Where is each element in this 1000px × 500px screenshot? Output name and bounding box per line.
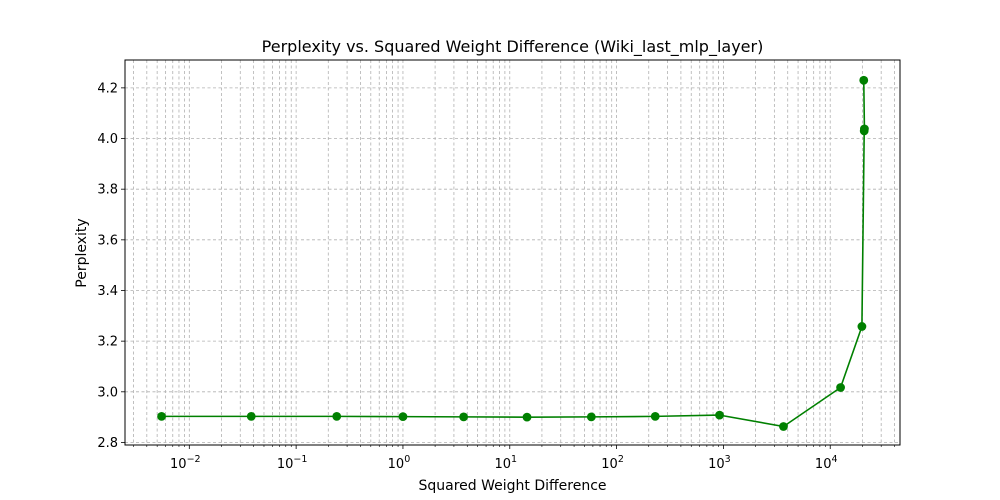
data-point: [157, 411, 166, 421]
chart-title: Perplexity vs. Squared Weight Difference…: [262, 37, 764, 57]
x-tick-label: 101: [494, 454, 517, 472]
data-point: [715, 410, 724, 420]
x-tick-label: 103: [708, 454, 731, 472]
data-point: [522, 412, 532, 422]
y-tick-label: 3.6: [97, 233, 118, 248]
y-tick-label: 3.0: [97, 385, 118, 400]
data-point: [246, 411, 256, 421]
y-axis-ticks: 2.8 3.0 3.2 3.4 3.6 3.8 4.0 4.2: [97, 81, 125, 451]
axes-frame: [124, 59, 901, 446]
x-axis-label: Squared Weight Difference: [418, 478, 606, 494]
y-tick-label: 4.2: [97, 81, 118, 96]
grid: [125, 60, 900, 445]
data-point: [586, 412, 596, 422]
y-tick-label: 4.0: [97, 132, 118, 147]
data-point: [859, 75, 869, 85]
data-point: [459, 412, 469, 422]
data-point: [779, 422, 788, 431]
data-point: [398, 412, 408, 422]
x-tick-label: 10−2: [170, 454, 201, 472]
data-point: [836, 383, 845, 392]
x-axis-ticks: 10−2 10−1 100 101 102 103 104: [133, 445, 895, 472]
data-point: [857, 322, 867, 331]
series-layer: [157, 75, 869, 431]
y-tick-label: 3.4: [97, 284, 118, 299]
y-tick-label: 3.8: [97, 183, 118, 198]
y-axis-label: Perplexity: [74, 218, 90, 287]
data-point: [332, 411, 342, 421]
x-tick-label: 100: [388, 454, 411, 472]
y-tick-label: 2.8: [97, 436, 118, 451]
x-tick-label: 10−1: [277, 454, 308, 472]
x-tick-label: 104: [815, 454, 838, 472]
data-point: [650, 411, 660, 421]
data-point: [860, 124, 869, 134]
x-tick-label: 102: [601, 454, 624, 472]
y-tick-label: 3.2: [97, 335, 118, 350]
